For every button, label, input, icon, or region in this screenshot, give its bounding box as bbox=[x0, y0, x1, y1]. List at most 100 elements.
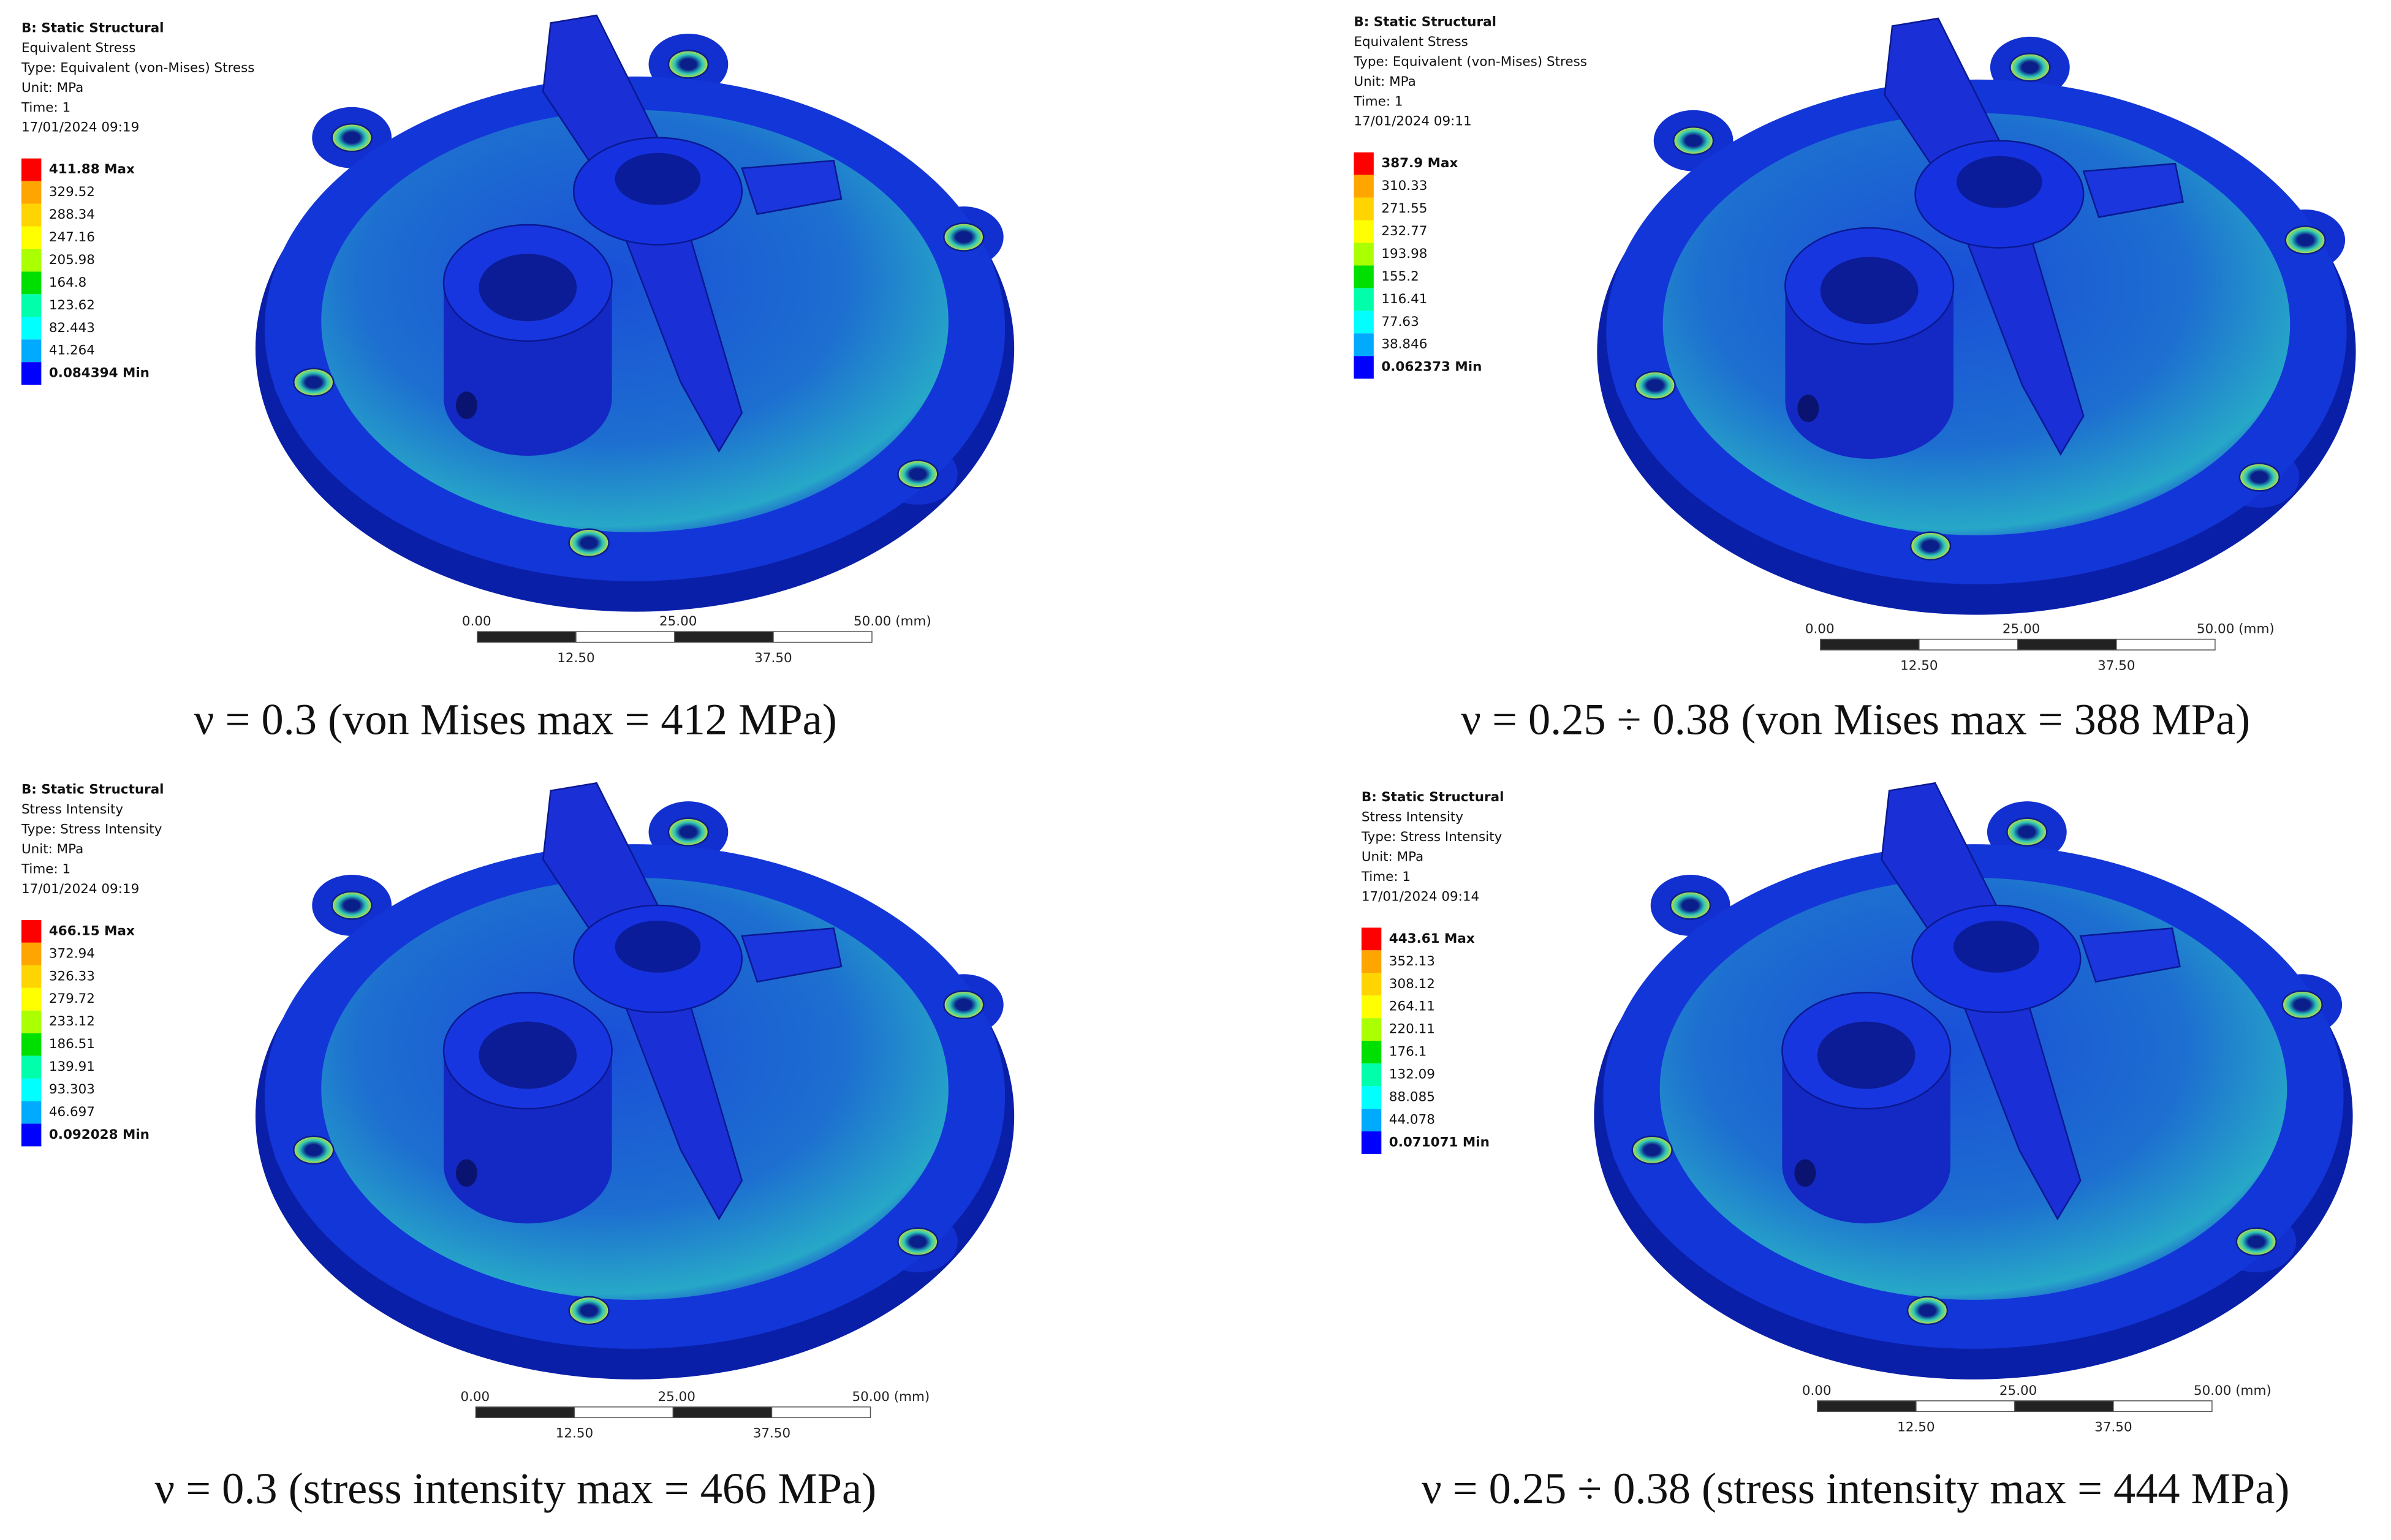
legend-label: 116.41 bbox=[1381, 292, 1427, 307]
legend-label: 176.1 bbox=[1389, 1044, 1427, 1060]
header-line: Unit: MPa bbox=[21, 80, 83, 96]
scale-label: 50.00 (mm) bbox=[2194, 1383, 2272, 1398]
legend-swatch bbox=[1354, 175, 1374, 198]
header-line: Type: Stress Intensity bbox=[21, 822, 162, 837]
legend-label: 205.98 bbox=[49, 252, 95, 268]
legend-swatch bbox=[1361, 1041, 1382, 1064]
legend-label: 308.12 bbox=[1389, 976, 1435, 992]
header-line: B: Static Structural bbox=[1362, 790, 1504, 805]
panel: B: Static Structural Equivalent Stress Typ… bbox=[1353, 14, 2357, 744]
legend-swatch bbox=[21, 987, 42, 1011]
legend-label: 123.62 bbox=[49, 298, 95, 313]
scale-label: 50.00 (mm) bbox=[2197, 622, 2275, 637]
legend-label: 466.15 Max bbox=[49, 923, 135, 938]
legend-swatch bbox=[1361, 1018, 1382, 1041]
header-line: Type: Equivalent (von-Mises) Stress bbox=[21, 60, 255, 75]
legend-swatch bbox=[21, 1010, 42, 1033]
scale-label: 37.50 bbox=[2094, 1420, 2132, 1435]
scale-label: 12.50 bbox=[556, 1426, 593, 1441]
caption: ν = 0.25 ÷ 0.38 (stress intensity max = … bbox=[1422, 1463, 2290, 1513]
legend-swatch bbox=[1354, 333, 1374, 357]
scale-segment bbox=[2116, 638, 2216, 651]
scale-segment bbox=[771, 1406, 871, 1419]
header-line: Unit: MPa bbox=[1354, 74, 1415, 89]
plate-view bbox=[1593, 782, 2354, 1381]
legend-label: 82.443 bbox=[49, 320, 95, 336]
legend-swatch bbox=[1361, 973, 1382, 996]
scale-segment bbox=[1820, 638, 1920, 651]
legend-swatch bbox=[1361, 950, 1382, 973]
scale-label: 12.50 bbox=[557, 651, 594, 666]
scale-label: 12.50 bbox=[1900, 658, 1938, 673]
legend-swatch bbox=[21, 203, 42, 227]
header-line: Unit: MPa bbox=[1362, 850, 1423, 865]
scale-label: 25.00 bbox=[2003, 622, 2040, 637]
scale-segment bbox=[575, 631, 675, 643]
plate-view bbox=[1596, 17, 2357, 616]
scale-label: 50.00 (mm) bbox=[852, 1389, 930, 1405]
legend-swatch bbox=[21, 181, 42, 204]
legend-swatch bbox=[21, 1123, 42, 1147]
legend-swatch bbox=[21, 1055, 42, 1079]
header-line: 17/01/2024 09:19 bbox=[21, 881, 139, 897]
legend-swatch bbox=[21, 362, 42, 385]
header-line: Equivalent Stress bbox=[1354, 34, 1468, 50]
legend-label: 329.52 bbox=[49, 184, 95, 200]
panel: B: Static Structural Stress Intensity Type… bbox=[21, 782, 1015, 1513]
legend-label: 0.092028 Min bbox=[49, 1127, 150, 1142]
scale-label: 0.00 bbox=[1802, 1383, 1832, 1398]
caption: ν = 0.25 ÷ 0.38 (von Mises max = 388 MPa… bbox=[1461, 694, 2250, 744]
header-line: Time: 1 bbox=[1353, 94, 1403, 109]
scale-label: 25.00 bbox=[1999, 1383, 2037, 1398]
legend-swatch bbox=[1361, 1086, 1382, 1109]
scale-segment bbox=[2113, 1400, 2213, 1413]
legend-swatch bbox=[1354, 152, 1374, 175]
legend-swatch bbox=[21, 339, 42, 363]
legend-label: 264.11 bbox=[1389, 999, 1435, 1014]
scale-label: 25.00 bbox=[657, 1389, 695, 1405]
legend-label: 0.084394 Min bbox=[49, 366, 150, 381]
legend-label: 326.33 bbox=[49, 968, 95, 984]
scale-segment bbox=[477, 631, 577, 643]
header-line: Stress Intensity bbox=[21, 802, 123, 817]
legend-label: 139.91 bbox=[49, 1059, 95, 1074]
legend-swatch bbox=[21, 1078, 42, 1101]
legend-swatch bbox=[21, 294, 42, 317]
legend-label: 132.09 bbox=[1389, 1067, 1435, 1082]
legend-swatch bbox=[21, 271, 42, 295]
legend-label: 193.98 bbox=[1381, 246, 1427, 262]
legend-label: 233.12 bbox=[49, 1014, 95, 1029]
plate-view bbox=[254, 782, 1015, 1381]
header-line: 17/01/2024 09:19 bbox=[21, 120, 139, 135]
header-line: Time: 1 bbox=[1361, 869, 1411, 885]
legend-label: 38.846 bbox=[1381, 337, 1427, 352]
scale-label: 37.50 bbox=[2097, 658, 2135, 673]
legend-label: 41.264 bbox=[49, 343, 95, 358]
legend-label: 164.8 bbox=[49, 275, 86, 290]
legend-label: 0.071071 Min bbox=[1389, 1134, 1490, 1150]
legend-label: 0.062373 Min bbox=[1381, 360, 1482, 375]
legend-swatch bbox=[1354, 243, 1374, 266]
legend-swatch bbox=[1354, 265, 1374, 289]
panel: B: Static Structural Stress Intensity Type… bbox=[1361, 782, 2354, 1513]
scale-segment bbox=[475, 1406, 575, 1419]
legend-swatch bbox=[1361, 927, 1382, 951]
header-line: 17/01/2024 09:14 bbox=[1362, 889, 1479, 904]
header-line: Unit: MPa bbox=[21, 842, 83, 857]
scale-segment bbox=[2017, 638, 2117, 651]
legend-label: 155.2 bbox=[1381, 269, 1419, 284]
scale-segment bbox=[1915, 1400, 2015, 1413]
header-line: B: Static Structural bbox=[1354, 14, 1496, 29]
legend-label: 93.303 bbox=[49, 1082, 95, 1097]
scale-label: 0.00 bbox=[460, 1389, 490, 1405]
legend-swatch bbox=[21, 1101, 42, 1124]
legend-label: 310.33 bbox=[1381, 178, 1427, 194]
legend-swatch bbox=[1361, 995, 1382, 1019]
scale-label: 0.00 bbox=[462, 614, 491, 629]
legend-swatch bbox=[1361, 1108, 1382, 1131]
header-line: Type: Stress Intensity bbox=[1361, 829, 1502, 845]
legend-swatch bbox=[1354, 288, 1374, 311]
legend-swatch bbox=[21, 965, 42, 988]
legend-label: 372.94 bbox=[49, 946, 95, 961]
